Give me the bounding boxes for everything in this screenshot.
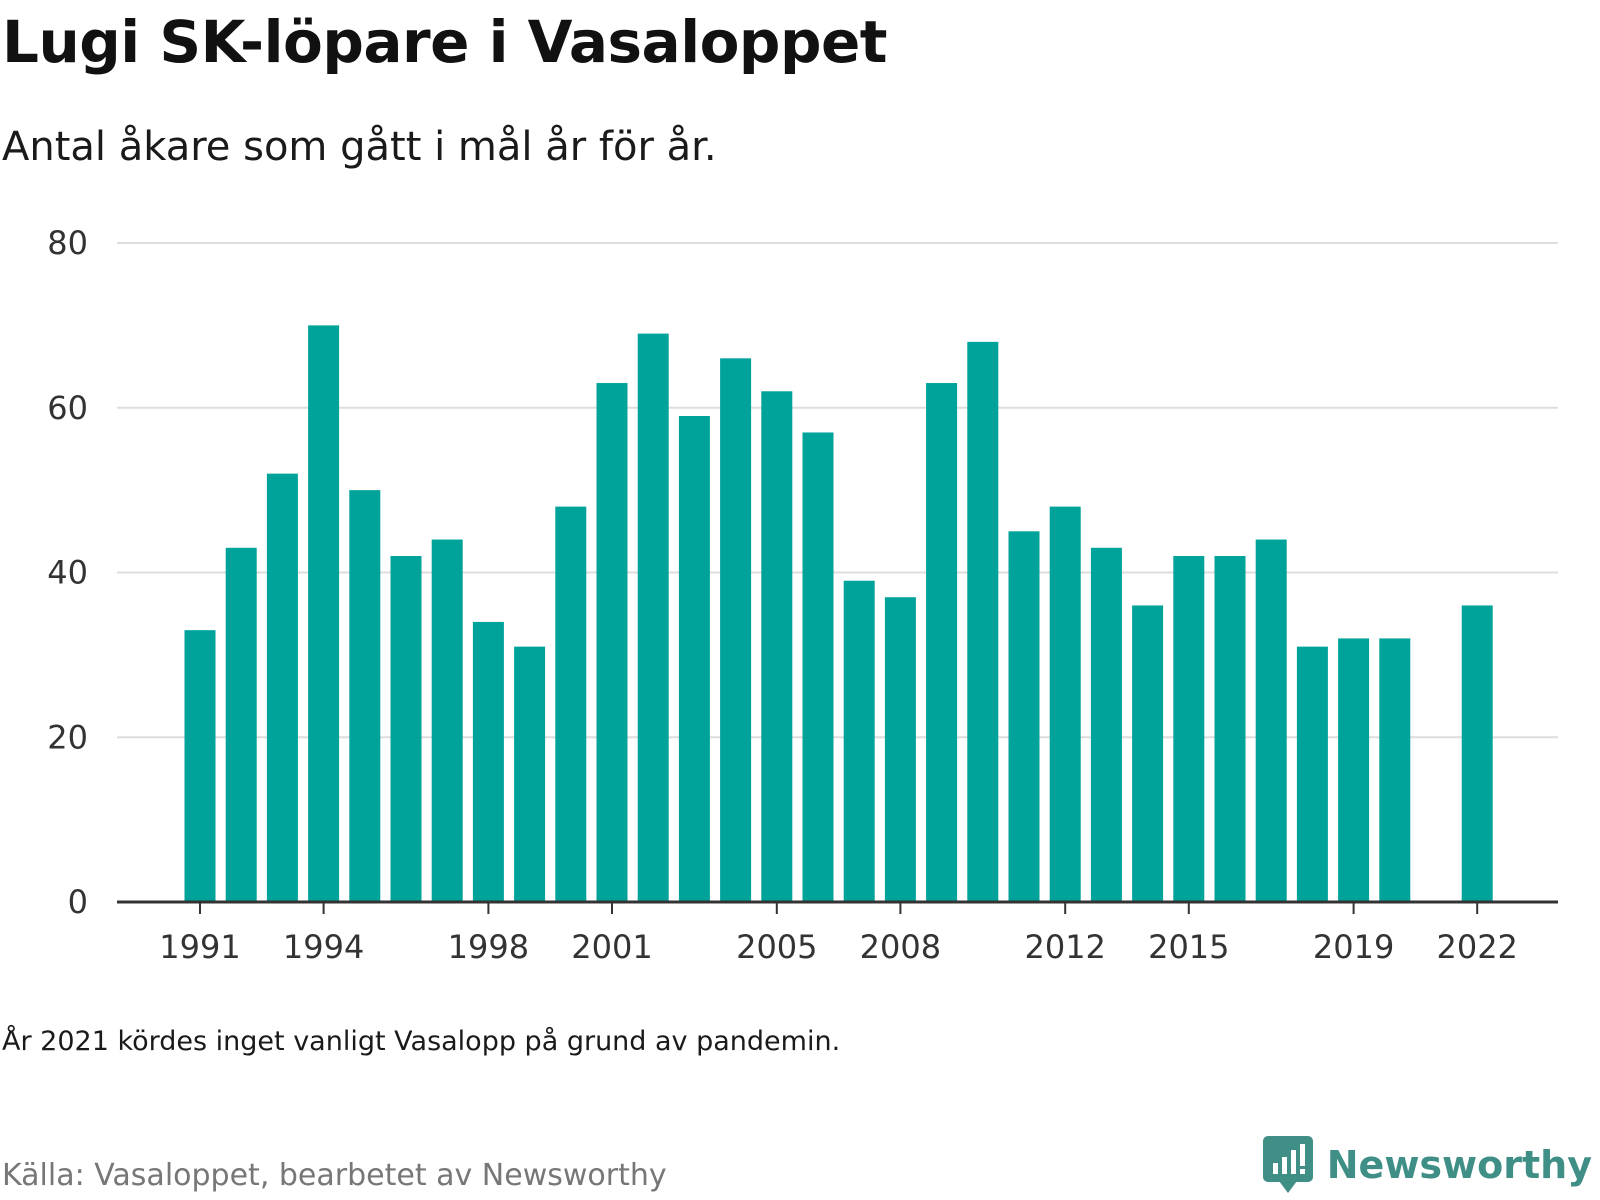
bar-2004: [720, 358, 752, 902]
y-tick-label: 80: [47, 224, 88, 262]
bar-2007: [843, 580, 875, 902]
x-tick-label: 2015: [1148, 928, 1229, 960]
bar-2016: [1214, 556, 1246, 902]
bar-1996: [390, 556, 422, 902]
source-text: Källa: Vasaloppet, bearbetet av Newswort…: [2, 1158, 667, 1193]
bar-2017: [1255, 539, 1287, 902]
bar-2013: [1090, 547, 1122, 902]
x-tick-label: 2001: [571, 928, 652, 960]
bar-2012: [1049, 506, 1081, 902]
x-tick-label: 1994: [283, 928, 364, 960]
chart-title: Lugi SK-löpare i Vasaloppet: [2, 8, 888, 76]
bar-1997: [431, 539, 463, 902]
brand-logo: Newsworthy: [1262, 1136, 1592, 1194]
bars: [184, 325, 1493, 903]
bar-2022: [1461, 605, 1493, 902]
bar-2018: [1296, 646, 1328, 902]
bar-1994: [308, 325, 340, 902]
bar-chart-speech-bubble-icon: [1262, 1136, 1313, 1193]
bar-2008: [884, 597, 916, 902]
bar-2011: [1008, 531, 1040, 902]
x-tick-label: 1998: [448, 928, 529, 960]
bar-1998: [472, 621, 504, 902]
bar-2020: [1379, 638, 1411, 902]
x-axis-ticks: 1991 1994 1998 2001 2005 2008 2012 2015 2019 2022: [159, 902, 1518, 960]
bar-2005: [761, 391, 793, 902]
y-axis-ticks: 0 20 40 60 80: [47, 224, 88, 921]
bar-1991: [184, 630, 216, 902]
chart-subtitle: Antal åkare som gått i mål år för år.: [2, 124, 717, 170]
y-tick-label: 60: [47, 389, 88, 427]
y-tick-label: 40: [47, 554, 88, 592]
y-tick-label: 20: [47, 718, 88, 756]
bar-2000: [555, 506, 587, 902]
bar-2002: [637, 333, 669, 902]
bar-1992: [225, 547, 257, 902]
bar-2019: [1338, 638, 1370, 902]
bar-1993: [266, 473, 298, 902]
bar-1995: [349, 490, 381, 902]
brand-name: Newsworthy: [1326, 1143, 1592, 1187]
x-tick-label: 2008: [860, 928, 941, 960]
bar-2003: [678, 415, 710, 902]
x-tick-label: 1991: [159, 928, 240, 960]
bar-2009: [926, 383, 958, 903]
x-tick-label: 2022: [1436, 928, 1517, 960]
chart-note: År 2021 kördes inget vanligt Vasalopp på…: [2, 1026, 841, 1057]
bar-2010: [967, 341, 999, 903]
bar-1999: [514, 646, 546, 902]
bar-2001: [596, 383, 628, 903]
bar-2014: [1132, 605, 1164, 902]
x-tick-label: 2005: [736, 928, 817, 960]
y-tick-label: 0: [68, 883, 88, 921]
x-tick-label: 2019: [1313, 928, 1394, 960]
bar-2015: [1173, 556, 1205, 902]
bar-2006: [802, 432, 834, 902]
bar-chart: 0 20 40 60 80 1991 1994 1998 2001 2005 2008 2012 20…: [47, 224, 1558, 960]
x-tick-label: 2012: [1024, 928, 1105, 960]
